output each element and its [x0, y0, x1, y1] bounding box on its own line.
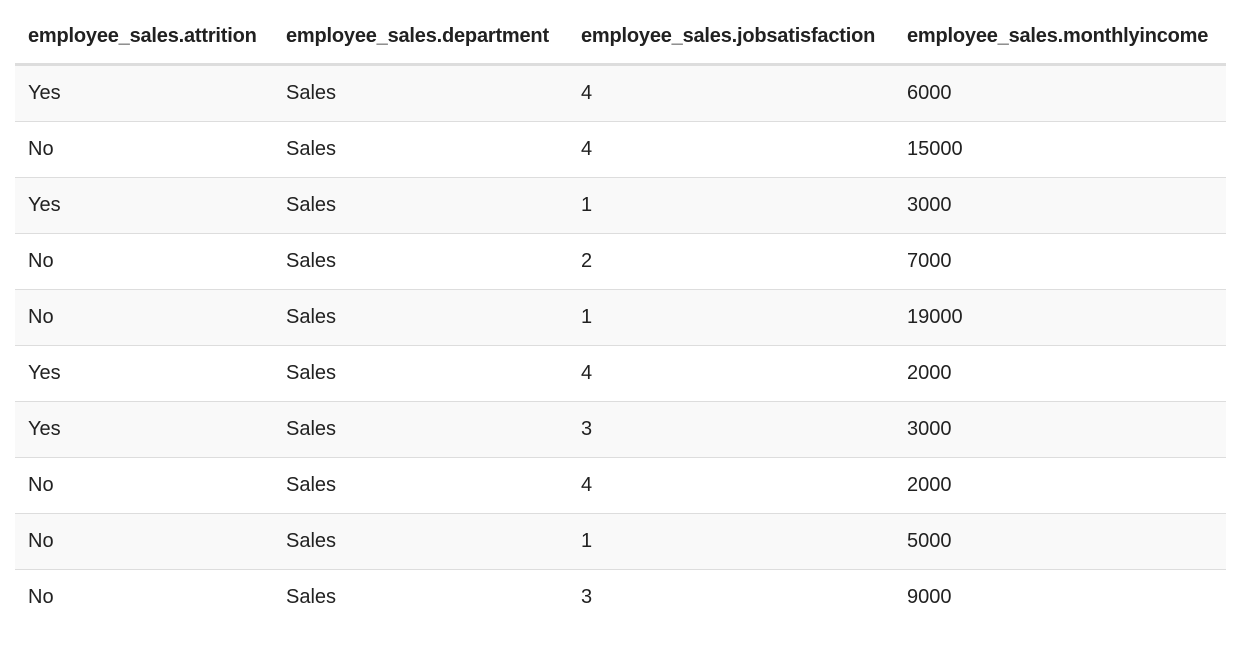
table-row: No Sales 4 15000	[15, 121, 1226, 178]
column-header[interactable]: employee_sales.jobsatisfaction	[568, 10, 894, 66]
table-cell: 1	[568, 177, 894, 234]
table-cell: Sales	[273, 401, 568, 458]
table-cell: Sales	[273, 513, 568, 570]
table-cell: 1	[568, 289, 894, 346]
results-table-container: employee_sales.attrition employee_sales.d…	[15, 10, 1226, 625]
table-cell: 3000	[894, 177, 1226, 234]
table-cell: Sales	[273, 457, 568, 514]
table-cell: 4	[568, 457, 894, 514]
table-row: No Sales 1 5000	[15, 513, 1226, 570]
table-cell: Yes	[15, 345, 273, 402]
table-cell: 9000	[894, 569, 1226, 625]
table-cell: 3	[568, 401, 894, 458]
table-cell: 19000	[894, 289, 1226, 346]
table-cell: 3000	[894, 401, 1226, 458]
table-cell: Sales	[273, 177, 568, 234]
table-cell: Sales	[273, 121, 568, 178]
table-cell: Sales	[273, 345, 568, 402]
table-cell: 2000	[894, 457, 1226, 514]
table-cell: No	[15, 121, 273, 178]
table-row: No Sales 4 2000	[15, 457, 1226, 514]
table-row: No Sales 1 19000	[15, 289, 1226, 346]
table-cell: 6000	[894, 64, 1226, 122]
table-cell: No	[15, 513, 273, 570]
table-cell: 4	[568, 345, 894, 402]
table-cell: No	[15, 289, 273, 346]
table-cell: 4	[568, 64, 894, 122]
column-header[interactable]: employee_sales.attrition	[15, 10, 273, 66]
table-body: Yes Sales 4 6000 No Sales 4 15000 Yes Sales 1 3000 N…	[15, 64, 1226, 625]
table-header: employee_sales.attrition employee_sales.d…	[15, 10, 1226, 66]
table-cell: No	[15, 457, 273, 514]
table-row: Yes Sales 3 3000	[15, 401, 1226, 458]
table-cell: 7000	[894, 233, 1226, 290]
table-cell: 4	[568, 121, 894, 178]
table-row: Yes Sales 1 3000	[15, 177, 1226, 234]
table-row: Yes Sales 4 2000	[15, 345, 1226, 402]
table-row: Yes Sales 4 6000	[15, 64, 1226, 122]
table-row: No Sales 2 7000	[15, 233, 1226, 290]
table-row: No Sales 3 9000	[15, 569, 1226, 625]
table-cell: Sales	[273, 64, 568, 122]
table-cell: No	[15, 569, 273, 625]
table-cell: Yes	[15, 177, 273, 234]
table-cell: 5000	[894, 513, 1226, 570]
column-header[interactable]: employee_sales.department	[273, 10, 568, 66]
table-cell: 1	[568, 513, 894, 570]
table-cell: 15000	[894, 121, 1226, 178]
table-cell: 3	[568, 569, 894, 625]
table-cell: No	[15, 233, 273, 290]
results-table: employee_sales.attrition employee_sales.d…	[15, 10, 1226, 625]
table-cell: Sales	[273, 569, 568, 625]
table-cell: Yes	[15, 401, 273, 458]
column-header[interactable]: employee_sales.monthlyincome	[894, 10, 1226, 66]
table-cell: Sales	[273, 289, 568, 346]
table-cell: 2	[568, 233, 894, 290]
table-cell: Sales	[273, 233, 568, 290]
header-row: employee_sales.attrition employee_sales.d…	[15, 10, 1226, 66]
table-cell: 2000	[894, 345, 1226, 402]
table-cell: Yes	[15, 64, 273, 122]
